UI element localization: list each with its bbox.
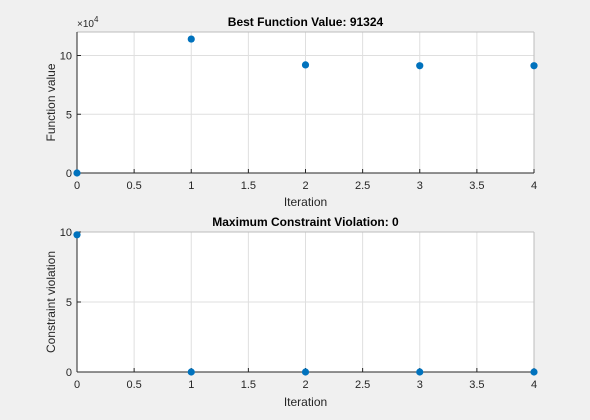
- x-tick-label: 1.5: [241, 379, 256, 391]
- y-tick-label: 0: [66, 367, 72, 379]
- ticks: 0 0.5 1 1.5 2 2.5 3 3.5 4 0 5 10: [60, 227, 537, 391]
- plot-title: Maximum Constraint Violation: 0: [212, 215, 399, 229]
- x-tick-label: 0: [74, 180, 80, 192]
- data-point: [73, 231, 81, 239]
- x-tick-label: 3.5: [469, 379, 484, 391]
- x-tick-label: 3: [417, 180, 423, 192]
- y-axis-label: Constraint violation: [44, 251, 58, 353]
- x-tick-label: 1: [188, 379, 194, 391]
- x-axis-label: Iteration: [284, 395, 327, 409]
- data-point: [301, 368, 310, 376]
- grid: [76, 32, 535, 174]
- y-tick-label: 5: [66, 297, 72, 309]
- x-tick-label: 1: [188, 180, 194, 192]
- x-tick-label: 2.5: [355, 180, 370, 192]
- data-points: [73, 35, 538, 177]
- data-point: [416, 62, 424, 70]
- x-tick-label: 4: [531, 180, 537, 192]
- data-point: [73, 169, 81, 177]
- data-points: [73, 231, 538, 376]
- x-tick-label: 2.5: [355, 379, 370, 391]
- x-tick-label: 2: [302, 379, 308, 391]
- data-point: [187, 368, 195, 376]
- function-value-plot: 0 0.5 1 1.5 2 2.5 3 3.5 4 0 5 10 Best Function Valu…: [44, 15, 538, 209]
- data-point: [530, 62, 538, 70]
- y-exponent-label: ×104: [77, 15, 99, 30]
- data-point: [530, 368, 538, 376]
- x-axis-label: Iteration: [284, 195, 327, 209]
- x-tick-label: 3: [417, 379, 423, 391]
- data-point: [416, 368, 424, 376]
- constraint-violation-plot: 0 0.5 1 1.5 2 2.5 3 3.5 4 0 5 10 Maximum Constraint…: [44, 215, 538, 409]
- x-tick-label: 0.5: [126, 379, 141, 391]
- y-tick-label: 0: [66, 168, 72, 180]
- data-point: [301, 61, 310, 69]
- y-tick-label: 10: [60, 227, 72, 239]
- data-point: [187, 35, 195, 43]
- y-tick-label: 5: [66, 109, 72, 121]
- x-tick-label: 3.5: [469, 180, 484, 192]
- x-tick-label: 0.5: [126, 180, 141, 192]
- x-tick-label: 0: [74, 379, 80, 391]
- y-axis-label: Function value: [44, 63, 58, 141]
- plot-title: Best Function Value: 91324: [228, 15, 384, 29]
- x-tick-label: 4: [531, 379, 537, 391]
- x-tick-label: 1.5: [241, 180, 256, 192]
- x-tick-label: 2: [302, 180, 308, 192]
- y-tick-label: 10: [60, 51, 72, 63]
